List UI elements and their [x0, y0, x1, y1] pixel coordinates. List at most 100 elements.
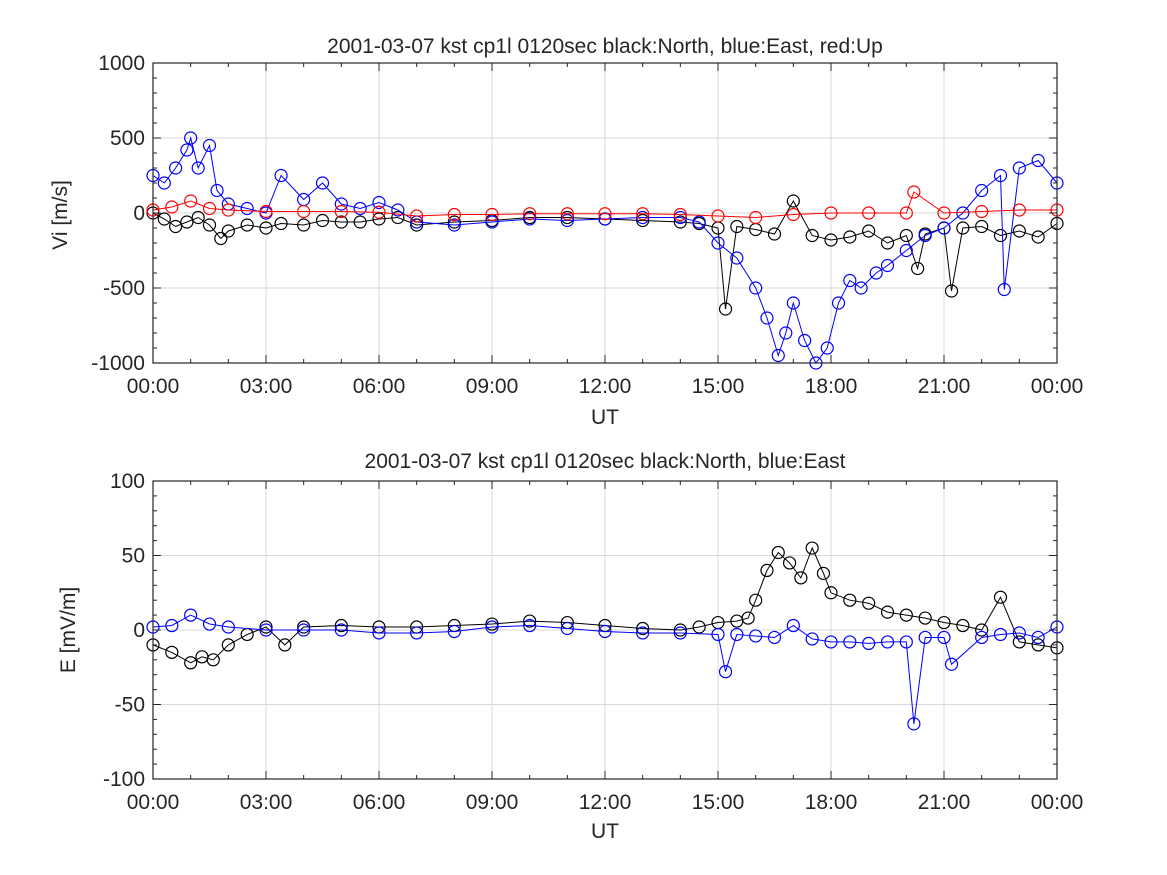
data-point-east — [485, 620, 499, 634]
data-point-north — [741, 611, 755, 625]
data-point-up — [560, 207, 574, 221]
data-point-east — [191, 161, 205, 175]
data-point-east — [771, 348, 785, 363]
data-point-north — [447, 215, 461, 229]
x-tick-label: 00:00 — [1031, 375, 1084, 398]
data-point-east — [760, 311, 774, 325]
data-point-east — [831, 296, 846, 310]
data-point-east — [718, 665, 733, 679]
data-point-east — [391, 203, 405, 217]
data-point-east — [711, 627, 725, 642]
series-east — [146, 131, 1064, 370]
data-point-up — [297, 204, 311, 219]
x-tick-label: 00:00 — [127, 375, 180, 398]
data-point-north — [843, 230, 857, 244]
data-point-east — [447, 624, 461, 639]
data-point-north — [274, 216, 288, 231]
data-point-north — [805, 541, 819, 555]
data-point-east — [899, 635, 913, 649]
data-point-north — [165, 645, 179, 659]
data-point-north — [880, 605, 895, 619]
data-point-north — [240, 218, 254, 232]
data-point-north — [782, 556, 797, 570]
series-line-east — [152, 136, 1058, 364]
data-point-east — [210, 183, 224, 198]
data-point-north — [918, 611, 932, 625]
data-point-up — [165, 200, 179, 214]
x-tick-label: 12:00 — [579, 791, 632, 814]
data-point-east — [944, 657, 959, 671]
data-point-north — [993, 590, 1008, 604]
data-point-east — [786, 296, 800, 310]
data-point-east — [523, 618, 537, 633]
data-point-up — [410, 209, 424, 223]
data-point-up — [372, 205, 386, 219]
data-point-east — [636, 626, 650, 640]
series-north — [146, 541, 1064, 670]
data-point-north — [1012, 224, 1026, 238]
data-point-east — [779, 326, 793, 340]
x-tick-label: 03:00 — [240, 791, 293, 814]
data-point-east — [918, 630, 932, 645]
data-point-north — [391, 210, 405, 225]
plot-area — [146, 541, 1064, 731]
data-point-east — [202, 617, 217, 631]
data-point-north — [944, 284, 959, 298]
data-point-east — [297, 623, 311, 637]
y-tick-label: 100 — [110, 470, 145, 493]
data-point-east — [711, 236, 725, 250]
velocity-panel: 2001-03-07 kst cp1l 0120sec black:North,… — [49, 35, 1083, 429]
data-point-east — [993, 168, 1008, 183]
data-point-east — [956, 206, 970, 220]
data-point-east — [824, 635, 838, 649]
data-point-north — [1012, 635, 1026, 649]
data-point-east — [854, 281, 868, 295]
data-point-north — [718, 302, 733, 316]
y-tick-label: 500 — [110, 127, 145, 150]
x-tick-label: 18:00 — [805, 791, 858, 814]
efield-panel-ylabel: E [mV/m] — [57, 587, 80, 673]
data-point-east — [372, 626, 386, 640]
efield-panel-xlabel: UT — [591, 820, 619, 843]
data-point-east — [598, 212, 612, 226]
data-point-north — [956, 221, 970, 235]
data-point-north — [771, 545, 785, 560]
data-point-east — [918, 228, 932, 243]
data-point-north — [485, 617, 499, 631]
data-point-east — [869, 266, 883, 280]
data-point-east — [975, 630, 989, 645]
y-tick-label: -100 — [103, 768, 145, 791]
data-point-north — [1031, 638, 1045, 652]
data-point-north — [880, 236, 895, 250]
x-tick-label: 09:00 — [466, 375, 519, 398]
data-point-north — [184, 656, 198, 670]
data-point-east — [937, 630, 951, 645]
data-point-north — [334, 618, 348, 633]
data-point-north — [297, 218, 311, 232]
data-point-east — [447, 218, 461, 232]
data-point-up — [259, 204, 273, 219]
y-tick-label: 0 — [133, 619, 145, 642]
data-point-east — [692, 215, 706, 229]
data-point-east — [157, 176, 171, 190]
data-point-east — [730, 251, 744, 265]
data-point-north — [824, 233, 838, 247]
data-point-east — [843, 635, 857, 649]
data-point-north — [862, 224, 876, 238]
data-point-north — [157, 212, 171, 226]
series-line-north — [152, 199, 1058, 310]
data-point-east — [372, 195, 386, 210]
data-point-north — [259, 620, 273, 634]
velocity-panel-xlabel: UT — [591, 406, 619, 429]
data-point-north — [259, 221, 273, 235]
data-point-north — [786, 194, 800, 208]
data-point-east — [767, 630, 782, 645]
x-tick-label: 00:00 — [1031, 791, 1084, 814]
data-point-east — [862, 636, 876, 651]
velocity-panel-title: 2001-03-07 kst cp1l 0120sec black:North,… — [327, 35, 883, 58]
data-point-east — [1031, 630, 1045, 645]
series-north — [146, 194, 1064, 316]
data-point-east — [899, 243, 913, 258]
data-point-east — [786, 618, 800, 633]
